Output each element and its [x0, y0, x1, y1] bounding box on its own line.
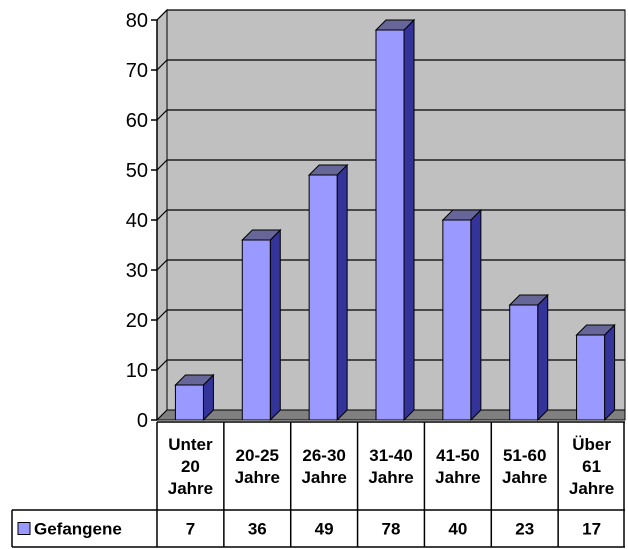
- bar-side: [403, 18, 415, 422]
- category-label: Unter 20 Jahre: [168, 435, 213, 498]
- category-label: 20-25 Jahre: [235, 446, 280, 487]
- category-label: 51-60 Jahre: [502, 446, 547, 487]
- y-tick-label: 40: [126, 210, 148, 232]
- data-label: 40: [448, 520, 467, 539]
- gridline-diagonal: [156, 59, 168, 71]
- gridline-diagonal: [156, 109, 168, 121]
- bar-front: [442, 219, 472, 421]
- bars: [174, 18, 616, 422]
- legend-label: Gefangene: [34, 520, 122, 539]
- category-label-line: Jahre: [368, 468, 413, 487]
- bar: [441, 208, 483, 422]
- gridline-diagonal: [156, 9, 168, 21]
- bar-front: [241, 239, 271, 421]
- category-label-line: Jahre: [569, 479, 614, 498]
- category-label-line: 61: [582, 457, 601, 476]
- category-label-line: 20-25: [236, 446, 279, 465]
- gridline-diagonal: [156, 159, 168, 171]
- bar: [241, 228, 282, 422]
- gridline-diagonal: [156, 259, 168, 271]
- category-label-line: Über: [572, 435, 611, 454]
- category-label-line: 41-50: [436, 446, 479, 465]
- bar-front: [576, 334, 606, 421]
- y-tick-label: 60: [126, 110, 148, 132]
- category-label: 41-50 Jahre: [435, 446, 480, 487]
- data-table: Unter 20 Jahre 20-25 Jahre 26-30 Jahre 31-40 Jah…: [11, 421, 625, 548]
- y-tick-label: 30: [126, 260, 148, 282]
- data-label: 78: [382, 520, 401, 539]
- y-tick-label: 10: [126, 360, 148, 382]
- bar: [307, 163, 349, 422]
- bar: [174, 373, 215, 422]
- category-label-line: Jahre: [435, 468, 480, 487]
- bar-side: [269, 228, 281, 422]
- y-tick-label: 70: [126, 60, 148, 82]
- category-label-line: Unter: [168, 435, 213, 454]
- bar-side: [537, 293, 549, 422]
- y-tick-label: 0: [137, 410, 148, 432]
- bar-front: [174, 384, 204, 421]
- category-label: 31-40 Jahre: [368, 446, 413, 487]
- bar-front: [375, 29, 405, 421]
- y-tick-label: 20: [126, 310, 148, 332]
- bar: [575, 323, 616, 422]
- bar: [374, 18, 416, 422]
- y-tick-label: 80: [126, 10, 148, 32]
- category-label-line: Jahre: [168, 479, 213, 498]
- gridline-diagonal: [156, 309, 168, 321]
- y-axis: 0 10 20 30 40 50 60 70 80: [126, 10, 158, 432]
- data-label: 7: [186, 520, 195, 539]
- gridline-diagonal: [156, 359, 168, 371]
- data-label: 23: [515, 520, 534, 539]
- category-label-line: 26-30: [302, 446, 345, 465]
- bar-side: [604, 323, 616, 422]
- bar-front: [509, 304, 539, 421]
- bar-side: [336, 163, 348, 422]
- category-label-line: 31-40: [369, 446, 412, 465]
- category-label-line: Jahre: [301, 468, 346, 487]
- category-label-line: 51-60: [503, 446, 546, 465]
- legend-swatch: [17, 522, 31, 535]
- data-label: 36: [248, 520, 267, 539]
- category-label-line: Jahre: [502, 468, 547, 487]
- data-label: 17: [582, 520, 601, 539]
- category-label-line: Jahre: [235, 468, 280, 487]
- bar-front: [308, 174, 338, 421]
- category-label: Über 61 Jahre: [569, 435, 614, 498]
- data-label: 49: [315, 520, 334, 539]
- category-label: 26-30 Jahre: [301, 446, 346, 487]
- gridline-diagonal: [156, 209, 168, 221]
- bar-side: [470, 208, 482, 422]
- y-tick-label: 50: [126, 160, 148, 182]
- bar: [508, 293, 549, 422]
- category-label-line: 20: [181, 457, 200, 476]
